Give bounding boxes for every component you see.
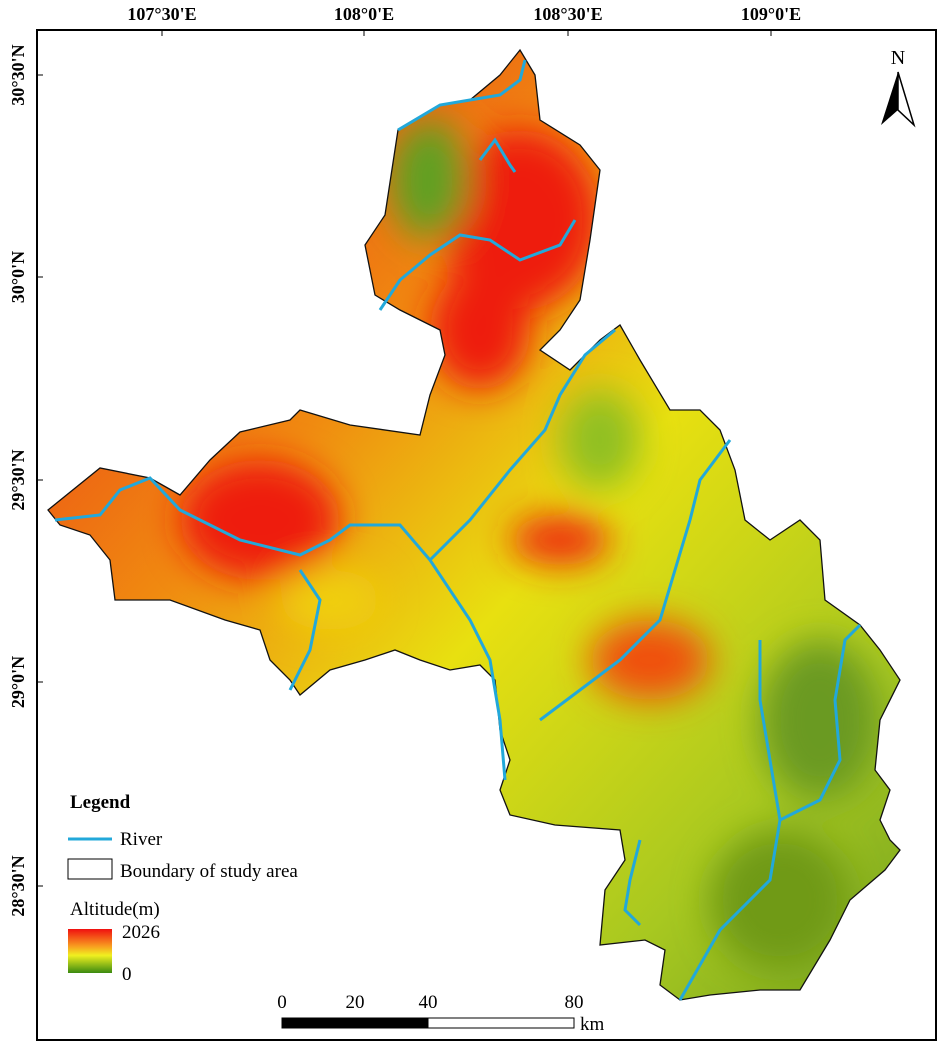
longitude-label: 108°0'E [334, 4, 394, 24]
latitude-label: 30°0'N [8, 251, 28, 303]
latitude-label: 30°30'N [8, 44, 28, 105]
legend-item: Boundary of study area [120, 861, 298, 882]
map-frame [36, 29, 937, 1041]
altitude-ramp [68, 929, 112, 973]
graticule-labels: 107°30'E 108°0'E 108°30'E 109°0'E 30°30'N 30°… [8, 4, 801, 917]
north-arrow: N [881, 47, 916, 128]
longitude-label: 109°0'E [741, 4, 801, 24]
longitude-label: 107°30'E [127, 4, 196, 24]
legend: Legend River Boundary of study area Alti… [67, 792, 298, 985]
longitude-label: 108°30'E [533, 4, 602, 24]
scale-label: 80 [565, 992, 584, 1013]
altitude-min: 0 [122, 964, 132, 985]
study-area-boundary [47, 48, 901, 1001]
scale-unit: km [580, 1014, 605, 1035]
scale-label: 20 [346, 992, 365, 1013]
latitude-label: 29°0'N [8, 656, 28, 708]
boundary-swatch [67, 858, 113, 880]
rivers [54, 59, 862, 1001]
altitude-title: Altitude(m) [70, 899, 160, 920]
latitude-label: 28°30'N [8, 855, 28, 916]
scale-label: 0 [277, 992, 287, 1013]
scale-segment [427, 1017, 575, 1029]
altitude-max: 2026 [122, 922, 160, 943]
latitude-label: 29°30'N [8, 449, 28, 510]
legend-title: Legend [70, 792, 131, 813]
scale-segment [281, 1017, 429, 1029]
scale-label: 40 [419, 992, 438, 1013]
north-label: N [891, 47, 905, 69]
legend-item: River [120, 829, 163, 850]
